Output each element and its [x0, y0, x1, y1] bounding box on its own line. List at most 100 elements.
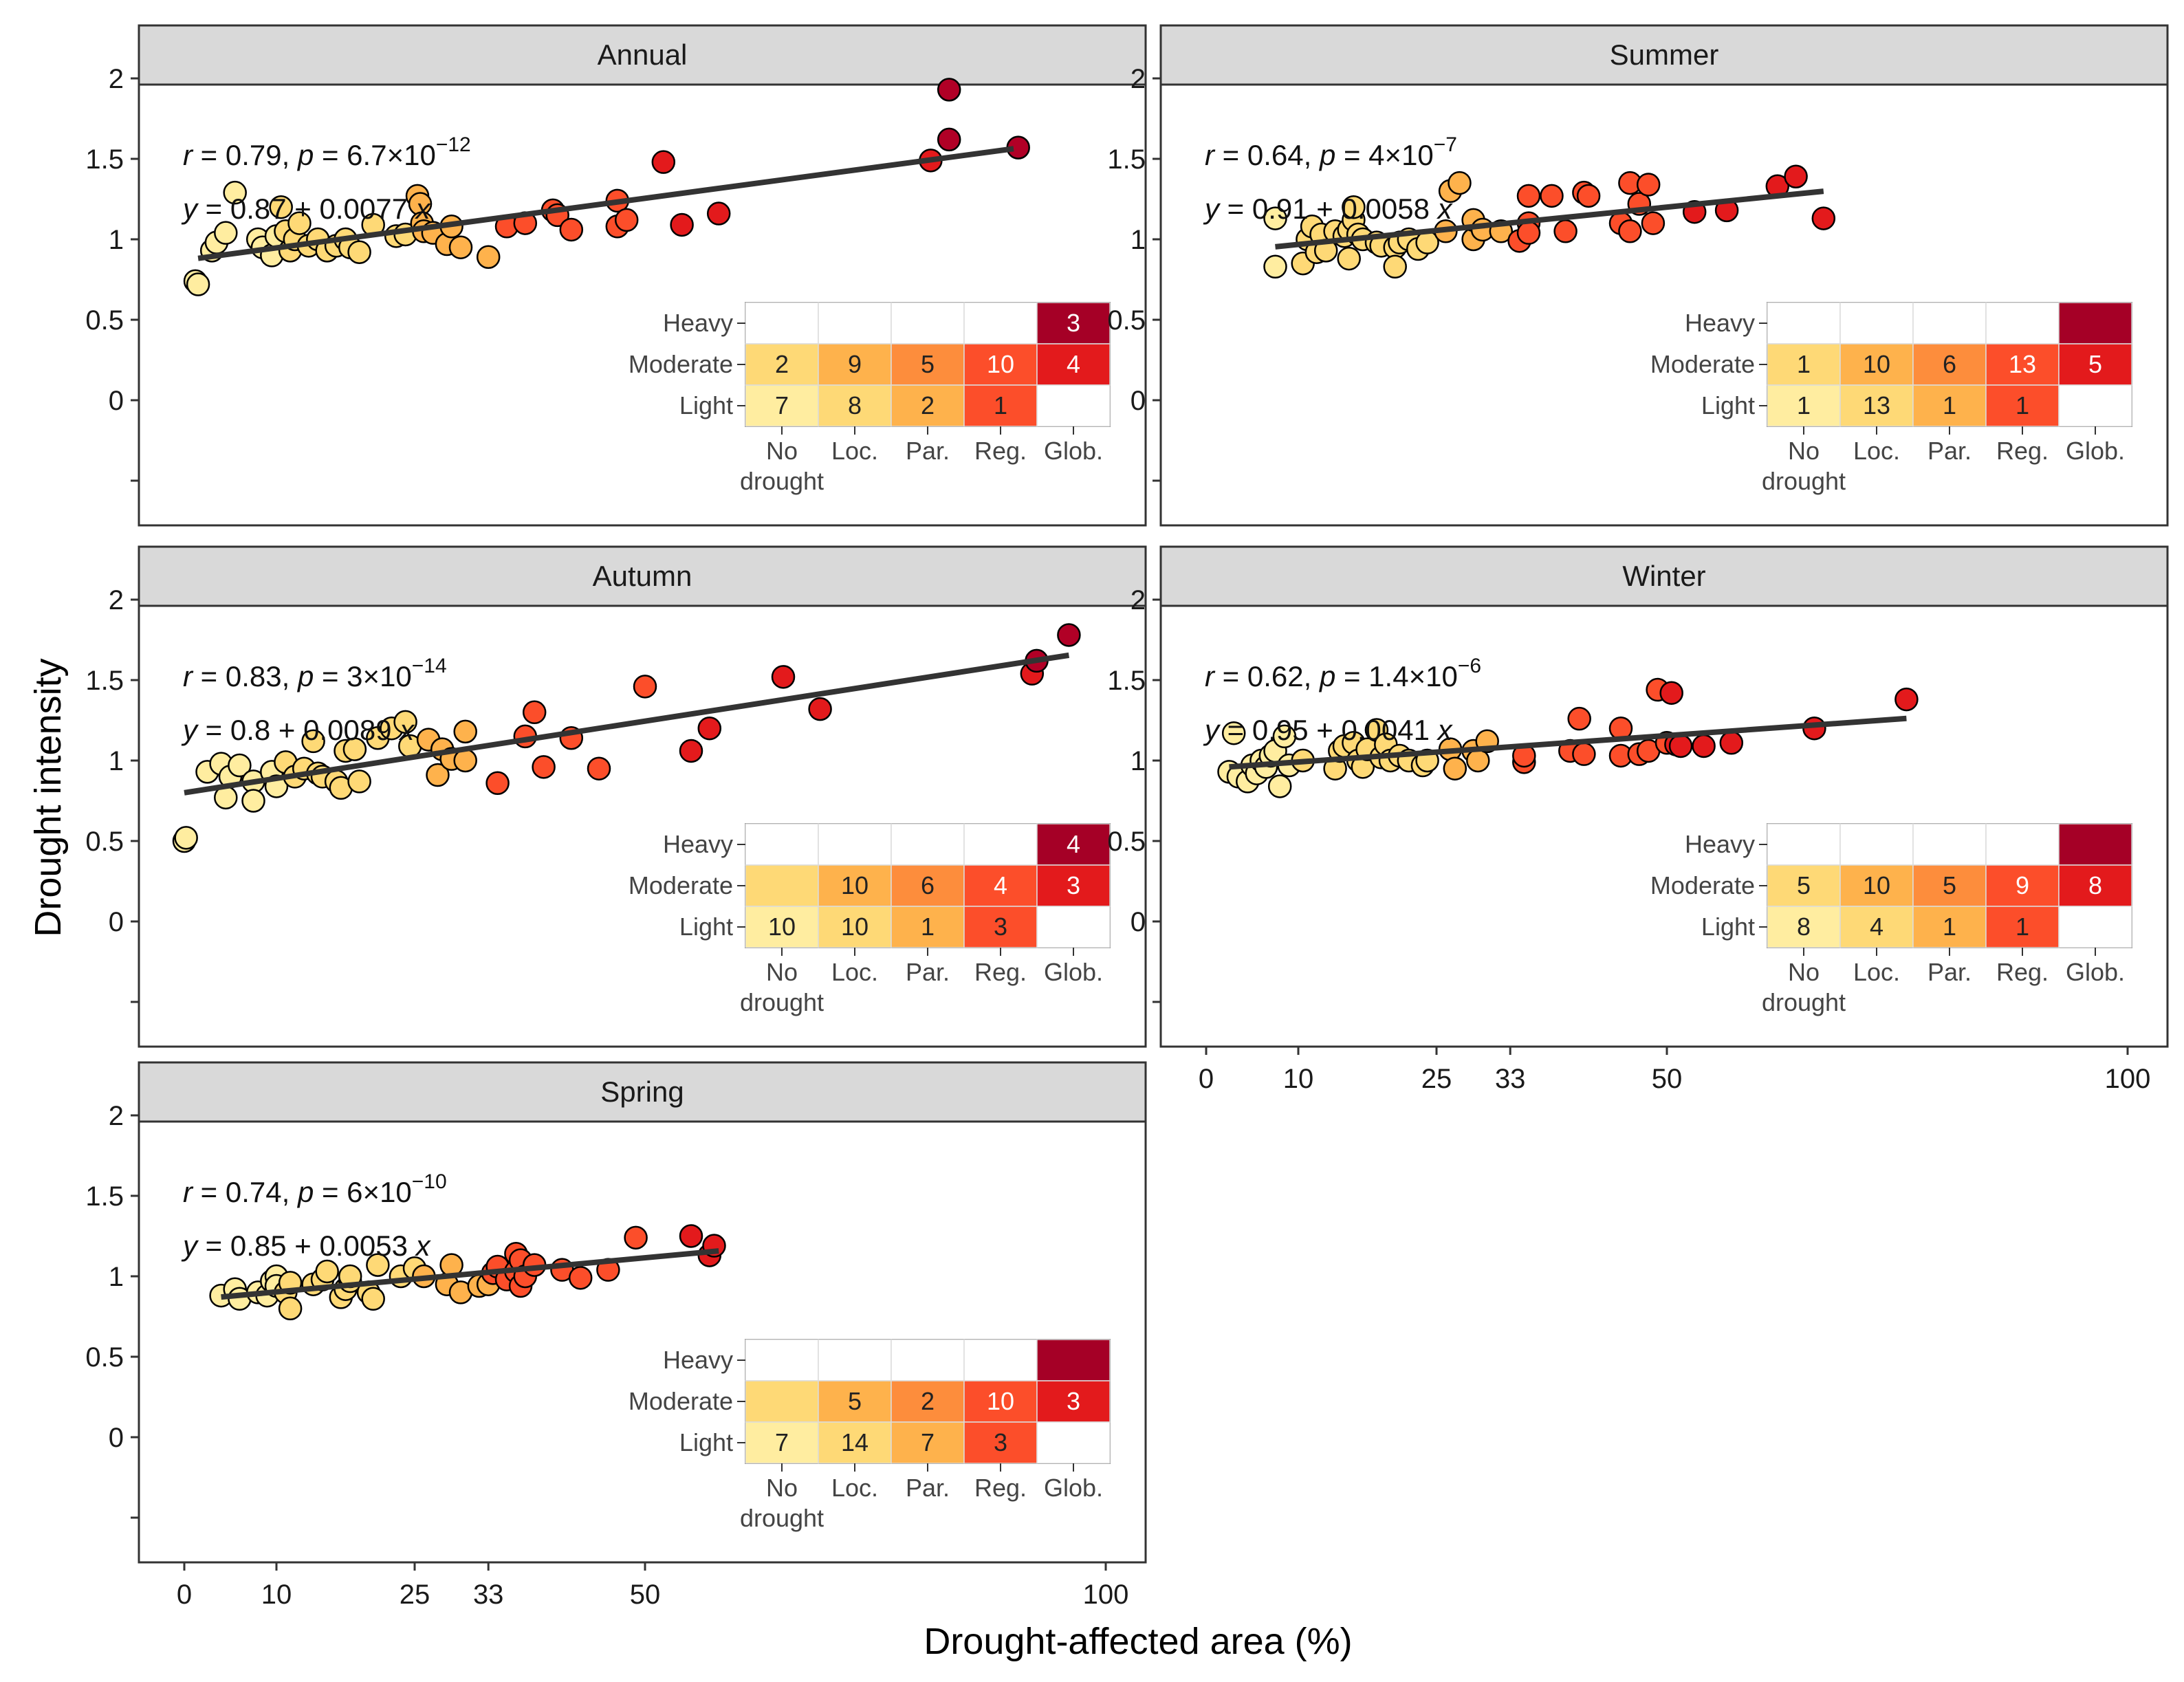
data-point [808, 697, 832, 721]
heatmap-count: 1 [1797, 350, 1811, 378]
y-tick-label: 1.5 [1107, 666, 1146, 696]
data-point [937, 127, 961, 152]
heatmap-cell [818, 1339, 892, 1381]
heatmap-cell [818, 906, 892, 948]
data-point [1383, 254, 1407, 279]
heatmap-count: 7 [775, 391, 789, 419]
correlation-label: r = 0.83, p = 3×10−14 [183, 655, 447, 692]
x-tick-label: 50 [630, 1580, 661, 1610]
heatmap-cell [891, 302, 965, 345]
heatmap-col-label: No drought [1762, 958, 1846, 1016]
heatmap-cell [1036, 384, 1111, 427]
heatmap-col-label: No drought [740, 1474, 824, 1532]
heatmap-col-label: Loc. [831, 958, 878, 986]
heatmap-cell [963, 343, 1038, 386]
panel-annual: Annual 0 0.5 1 1.5 2 r = 0.79, p = 6.7×10−12 y … [85, 24, 1147, 527]
panel-title: Spring [600, 1075, 684, 1108]
heatmap-count: 1 [1797, 391, 1811, 419]
data-point [1572, 742, 1596, 766]
heatmap-cell [1767, 302, 1841, 345]
heatmap-cell [1036, 906, 1111, 948]
heatmap-count: 1 [2016, 913, 2029, 941]
heatmap-cell [963, 864, 1038, 907]
panel-title: Summer [1610, 39, 1719, 71]
heatmap-col-label: Glob. [2066, 958, 2125, 986]
heatmap-cell [1839, 823, 1914, 866]
heatmap-col-label: Loc. [1853, 437, 1900, 465]
heatmap-cell [1839, 864, 1914, 907]
heatmap-count: 4 [1870, 913, 1883, 941]
data-point [679, 1224, 703, 1248]
heatmap-count: 5 [1943, 871, 1956, 899]
y-tick-label: 1 [109, 1262, 124, 1292]
heatmap-row-label: Moderate [629, 1387, 733, 1415]
heatmap-cell [2058, 906, 2132, 948]
heatmap-count: 10 [841, 913, 869, 941]
data-point [1448, 171, 1472, 195]
heatmap-col-label: Loc. [831, 437, 878, 465]
data-point [1567, 706, 1591, 731]
heatmap-count: 13 [2009, 350, 2036, 378]
y-tick-label: 2 [1131, 64, 1146, 94]
data-point [287, 211, 312, 235]
heatmap-cell [818, 1380, 892, 1423]
data-point [301, 729, 325, 754]
panel-strip [1159, 545, 2169, 607]
heatmap-count: 10 [1863, 350, 1890, 378]
heatmap-row-label: Light [1701, 913, 1755, 941]
heatmap-count: 7 [921, 1428, 935, 1456]
y-tick-label: 0.5 [1107, 827, 1146, 857]
heatmap-cell [2058, 302, 2132, 345]
heatmap-col-label: Reg. [974, 437, 1027, 465]
heatmap-col-label: No drought [740, 437, 824, 495]
heatmap-cell [1912, 302, 1987, 345]
heatmap-cell [818, 1421, 892, 1464]
heatmap-row-label: Moderate [1650, 871, 1755, 899]
data-point [522, 700, 547, 725]
heatmap-count: 10 [768, 913, 796, 941]
heatmap-count: 8 [848, 391, 862, 419]
y-axis-title: Drought intensity [28, 658, 69, 937]
data-point [315, 1259, 339, 1284]
data-point [697, 716, 722, 741]
x-tick-label: 50 [1652, 1064, 1683, 1094]
heatmap-col-label: Glob. [2066, 437, 2125, 465]
data-point [771, 665, 796, 689]
heatmap-count: 3 [1067, 309, 1080, 337]
panel-summer: Summer 0 0.5 1 1.5 2 r = 0.64, p = 4×10−7 y = 0… [1107, 24, 2169, 527]
data-point [1659, 681, 1683, 705]
heatmap-row-label: Heavy [663, 1346, 733, 1374]
heatmap-count: 5 [921, 350, 935, 378]
heatmap-cell [745, 302, 819, 345]
heatmap-cell [745, 1339, 819, 1381]
y-tick-label: 0 [109, 907, 124, 937]
heatmap-cell [1767, 823, 1841, 866]
x-tick-label: 25 [1421, 1064, 1452, 1094]
heatmap-count: 8 [1797, 913, 1811, 941]
y-tick-label: 1 [1131, 746, 1146, 776]
data-point [1443, 756, 1467, 780]
heatmap-cell [963, 384, 1038, 427]
heatmap-col-label: Reg. [974, 958, 1027, 986]
heatmap-col-label: Par. [1928, 437, 1972, 465]
panel-title: Winter [1622, 560, 1705, 592]
data-point [342, 737, 367, 761]
heatmap-count: 3 [994, 913, 1007, 941]
y-tick-label: 0 [109, 1423, 124, 1453]
heatmap-row-label: Moderate [1650, 350, 1755, 378]
data-point [1337, 246, 1361, 271]
heatmap-cell [891, 384, 965, 427]
data-point [1636, 173, 1661, 197]
y-tick-label: 0.5 [85, 305, 124, 336]
x-tick-label: 0 [177, 1580, 192, 1610]
heatmap-cell [745, 906, 819, 948]
equation-label: y = 0.85 + 0.0053 x [181, 1230, 432, 1262]
regression-line [221, 1248, 719, 1300]
data-point [670, 212, 694, 237]
heatmap-count: 3 [1067, 1387, 1080, 1415]
equation-label: y = 0.95 + 0.0041 x [1203, 714, 1454, 746]
heatmap-cell [1036, 1380, 1111, 1423]
